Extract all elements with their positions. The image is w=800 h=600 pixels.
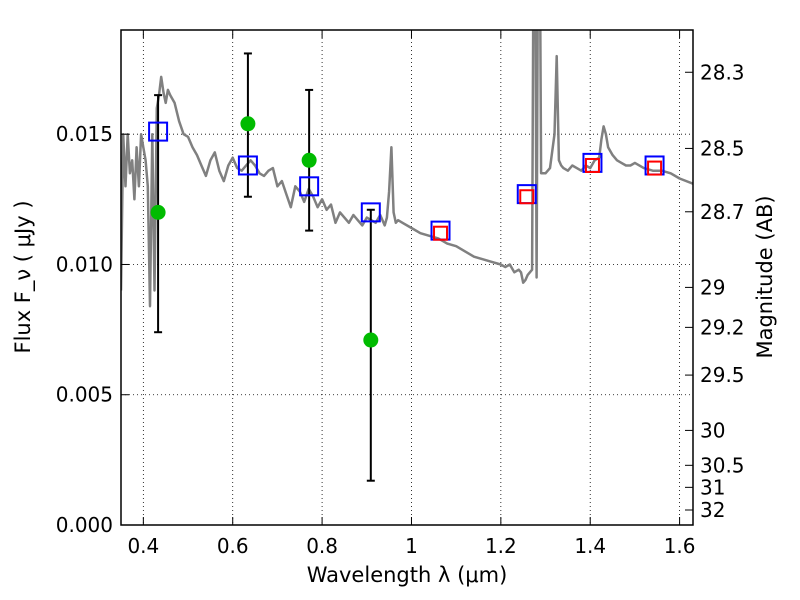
y-tick-label: 0.010	[56, 252, 113, 276]
mag-tick-label: 31	[700, 475, 725, 499]
model-flux-square	[299, 176, 320, 197]
grid	[121, 30, 693, 525]
mag-tick-label: 32	[700, 498, 725, 522]
y-tick-label: 0.005	[56, 383, 113, 407]
data-layer	[121, 30, 693, 308]
x-axis-title: Wavelength λ (μm)	[307, 563, 508, 587]
tick-layer: 0.4 0.6 0.8 1 1.2 1.4 1.6 0.000 0.005 0.010 0.015 2…	[56, 30, 745, 558]
mag-tick-label: 30.5	[700, 453, 745, 477]
x-tick-label: 1.2	[485, 534, 517, 558]
plot-frame	[120, 29, 694, 526]
mag-tick-label: 29.5	[700, 363, 745, 387]
y2-axis-title: Magnitude (AB)	[753, 195, 777, 358]
mag-tick-label: 30	[700, 418, 725, 442]
synthetic-flux-square	[647, 160, 663, 176]
y-tick-label: 0.015	[56, 122, 113, 146]
synthetic-flux-square	[519, 189, 535, 205]
observed-flux-point	[240, 116, 256, 132]
mag-tick-label: 29	[700, 275, 725, 299]
model-flux-square	[237, 155, 258, 176]
observed-flux-point	[363, 332, 379, 348]
x-tick-label: 0.4	[127, 534, 159, 558]
marker-layer	[148, 116, 665, 348]
x-tick-label: 1.6	[664, 534, 696, 558]
mag-tick-label: 29.2	[700, 315, 745, 339]
observed-flux-point	[150, 204, 166, 220]
y-axis-title: Flux F_ν ( μJy )	[11, 200, 36, 353]
x-tick-label: 1	[405, 534, 418, 558]
synthetic-flux-square	[433, 225, 449, 241]
model-flux-square	[360, 202, 381, 223]
mag-tick-label: 28.5	[700, 136, 745, 160]
observed-flux-point	[301, 152, 317, 168]
plot-background	[121, 30, 693, 525]
mag-tick-label: 28.3	[700, 60, 745, 84]
model-flux-square	[148, 121, 169, 142]
x-tick-label: 0.8	[306, 534, 338, 558]
sed-model-line	[121, 30, 693, 308]
synthetic-flux-square	[584, 157, 600, 173]
y-tick-label: 0.000	[56, 513, 113, 537]
x-tick-label: 1.4	[574, 534, 606, 558]
x-tick-label: 0.6	[217, 534, 249, 558]
mag-tick-label: 28.7	[700, 200, 745, 224]
